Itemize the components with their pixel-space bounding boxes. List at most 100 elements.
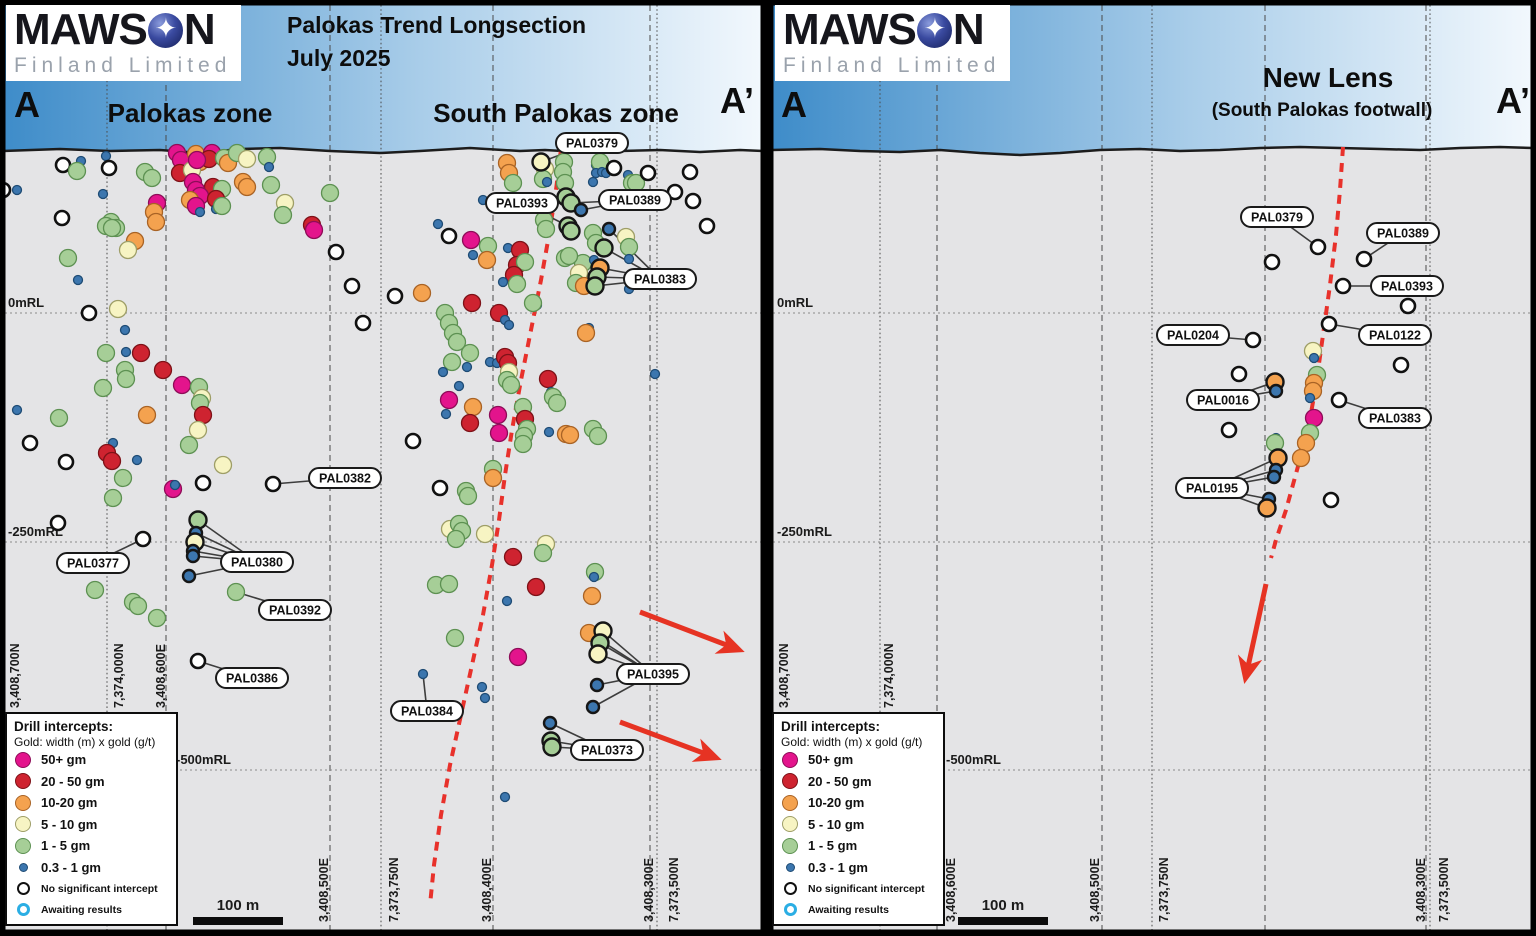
legend-item-m: 50+ gm xyxy=(781,749,939,771)
drill-hole-label-pill xyxy=(56,552,130,574)
legend-swatch-g-icon xyxy=(14,837,32,854)
no-significant-intercept-point xyxy=(354,314,372,332)
intercept-point-m xyxy=(461,230,481,250)
legend-box-right: Drill intercepts: Gold: width (m) x gold… xyxy=(772,712,945,926)
plunge-arrow xyxy=(1237,583,1269,685)
drill-hole-label: PAL0379 xyxy=(1251,211,1303,225)
mawson-logo-right: MAWS ✦ N Finland Limited xyxy=(775,5,1011,81)
intercept-point-g-labeled xyxy=(561,221,581,241)
drill-hole-label: PAL0389 xyxy=(1377,227,1429,241)
intercept-point-b xyxy=(649,368,661,380)
intercept-point-g xyxy=(447,332,467,352)
intercept-point-b xyxy=(263,161,275,173)
structure-trend-dashed-line xyxy=(428,148,563,906)
intercept-point-g xyxy=(147,608,167,628)
legend-item-aw: Awaiting results xyxy=(781,899,939,920)
legend-swatch-g-icon xyxy=(781,837,799,854)
intercept-point-o xyxy=(463,397,483,417)
intercept-point-g xyxy=(49,408,69,428)
legend-box-left: Drill intercepts: Gold: width (m) x gold… xyxy=(5,712,178,926)
intercept-point-g xyxy=(320,183,340,203)
legend-dot-icon xyxy=(783,882,797,895)
legend-swatch-nsi-icon xyxy=(14,882,32,895)
no-significant-intercept-point xyxy=(1263,253,1281,271)
legend-swatch-aw-icon xyxy=(14,903,32,916)
legend-item-g: 1 - 5 gm xyxy=(14,835,172,857)
no-significant-intercept-point xyxy=(1399,297,1417,315)
drill-hole-label: PAL0204 xyxy=(1167,329,1219,343)
legend-swatch-b-icon xyxy=(14,862,32,872)
intercept-point-g xyxy=(212,196,232,216)
no-significant-intercept-point xyxy=(1392,356,1410,374)
intercept-point-o xyxy=(560,425,580,445)
drill-hole-label: PAL0393 xyxy=(496,197,548,211)
intercept-point-b xyxy=(499,791,511,803)
axis-label: 7,373,750N xyxy=(1157,857,1171,922)
intercept-point-g xyxy=(547,393,567,413)
intercept-point-r20 xyxy=(153,360,173,380)
drill-hole-label: PAL0016 xyxy=(1197,394,1249,408)
no-significant-intercept-point xyxy=(1334,277,1352,295)
intercept-point-g xyxy=(513,434,533,454)
intercept-point-g xyxy=(458,486,478,506)
intercept-point-b xyxy=(169,479,181,491)
legend-subtitle-right: Gold: width (m) x gold (g/t) xyxy=(781,735,923,749)
logo-star-icon: ✦ xyxy=(154,13,178,44)
logo-text-pre-right: MAWS xyxy=(783,5,917,54)
legend-swatch-r20-icon xyxy=(14,773,32,790)
intercept-point-g xyxy=(439,574,459,594)
legend-item-label: No significant intercept xyxy=(808,882,925,895)
intercept-point-o-labeled xyxy=(1257,498,1277,518)
legend-subtitle: Gold: width (m) x gold (g/t) xyxy=(14,735,156,749)
intercept-point-b xyxy=(119,324,131,336)
scale-bar xyxy=(958,917,1048,925)
rl-label: -500mRL xyxy=(946,752,1001,767)
legend-item-label: 50+ gm xyxy=(41,752,87,768)
intercept-point-b xyxy=(97,188,109,200)
legend-swatch-r20-icon xyxy=(781,773,799,790)
no-significant-intercept-point xyxy=(100,159,118,177)
no-significant-intercept-point xyxy=(431,479,449,497)
no-significant-intercept-point xyxy=(1309,238,1327,256)
intercept-point-b-labeled xyxy=(185,548,201,564)
no-significant-intercept-point xyxy=(639,164,657,182)
no-significant-intercept-point xyxy=(605,159,623,177)
intercept-point-g xyxy=(58,248,78,268)
intercept-point-g xyxy=(460,343,480,363)
axis-label: 3,408,700N xyxy=(777,643,791,708)
legend-swatch-y-icon xyxy=(14,816,32,833)
intercept-point-r20 xyxy=(538,369,558,389)
drill-hole-label-pill xyxy=(616,663,690,685)
legend-swatch-nsi-icon xyxy=(781,882,799,895)
intercept-point-b xyxy=(1304,392,1316,404)
legend-dot-icon xyxy=(16,903,30,916)
intercept-point-g xyxy=(226,582,246,602)
intercept-point-g xyxy=(67,161,87,181)
surface-topography-line xyxy=(3,146,763,155)
axis-label: 7,374,000N xyxy=(882,643,896,708)
intercept-point-y xyxy=(475,524,495,544)
no-significant-intercept-point xyxy=(684,192,702,210)
no-significant-intercept-point xyxy=(327,243,345,261)
figure-title-line1: Palokas Trend Longsection xyxy=(287,12,587,38)
rl-label: 0mRL xyxy=(8,295,44,310)
legend-item-label: 1 - 5 gm xyxy=(808,838,858,854)
mawson-logo: MAWS ✦ N Finland Limited xyxy=(6,5,242,81)
legend-swatch-m-icon xyxy=(781,751,799,768)
legend-dot-icon xyxy=(16,882,30,895)
intercept-point-g xyxy=(559,246,579,266)
intercept-point-b xyxy=(1308,352,1320,364)
legend-item-b: 0.3 - 1 gm xyxy=(781,857,939,879)
drill-hole-label-pill xyxy=(598,189,672,211)
intercept-point-m xyxy=(488,405,508,425)
axis-label: 7,374,000N xyxy=(112,643,126,708)
intercept-point-r20 xyxy=(503,547,523,567)
intercept-point-g xyxy=(523,293,543,313)
intercept-point-b-labeled xyxy=(589,677,605,693)
axis-label: 3,408,500E xyxy=(1088,858,1102,922)
no-significant-intercept-point xyxy=(80,304,98,322)
legend-swatch-o-icon xyxy=(14,794,32,811)
intercept-point-o xyxy=(137,405,157,425)
no-significant-intercept-point xyxy=(1244,331,1262,349)
